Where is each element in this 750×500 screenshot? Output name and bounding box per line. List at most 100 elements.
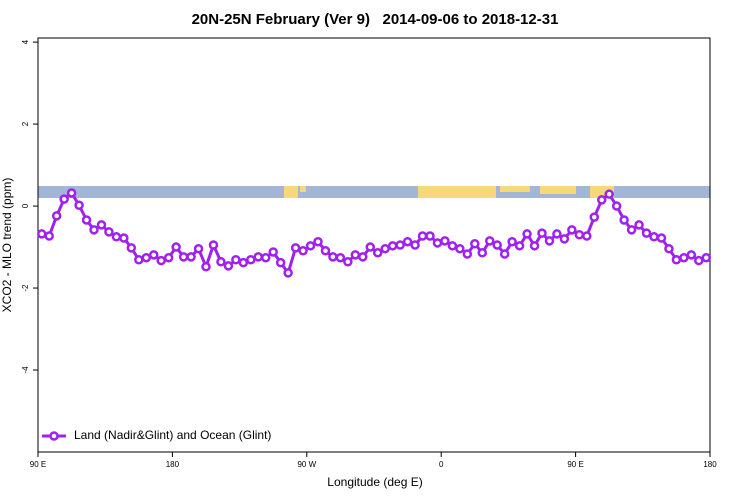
data-point bbox=[178, 252, 189, 262]
y-tick-label: 2 bbox=[21, 121, 30, 126]
data-point bbox=[96, 220, 107, 230]
data-point bbox=[402, 236, 413, 247]
data-point bbox=[395, 240, 405, 250]
data-point bbox=[656, 233, 667, 243]
data-point bbox=[514, 241, 525, 251]
data-point bbox=[417, 231, 428, 241]
data-point bbox=[552, 229, 562, 239]
map-strip bbox=[38, 186, 710, 198]
x-axis-label: Longitude (deg E) bbox=[327, 475, 422, 489]
data-point bbox=[544, 236, 555, 246]
data-point bbox=[66, 188, 77, 198]
data-point bbox=[268, 247, 278, 257]
data-point bbox=[529, 241, 540, 251]
x-tick-label: 0 bbox=[439, 460, 444, 469]
data-point bbox=[320, 245, 331, 256]
data-point bbox=[246, 255, 256, 265]
data-point bbox=[305, 241, 316, 251]
x-tick-label: 180 bbox=[166, 460, 180, 469]
plot-frame bbox=[37, 37, 711, 453]
data-point bbox=[208, 240, 219, 250]
data-point bbox=[634, 220, 644, 230]
legend-marker bbox=[49, 431, 59, 441]
data-point bbox=[372, 248, 383, 258]
data-point bbox=[649, 232, 659, 242]
chart-title: 20N-25N February (Ver 9) 2014-09-06 to 2… bbox=[192, 11, 559, 28]
data-point bbox=[163, 252, 174, 263]
data-point bbox=[335, 252, 346, 263]
y-tick-label: 0 bbox=[21, 203, 30, 208]
data-point bbox=[410, 240, 420, 250]
data-point bbox=[89, 225, 99, 235]
data-point bbox=[44, 231, 54, 241]
data-point bbox=[51, 211, 62, 221]
data-point bbox=[380, 243, 390, 254]
data-point bbox=[343, 257, 353, 267]
data-point bbox=[216, 257, 226, 267]
data-point bbox=[193, 243, 204, 254]
data-point bbox=[432, 238, 443, 248]
data-point bbox=[701, 252, 712, 263]
data-point bbox=[477, 248, 488, 258]
data-point bbox=[589, 212, 600, 222]
data-point bbox=[694, 255, 704, 266]
data-point bbox=[148, 250, 159, 260]
data-point bbox=[455, 243, 465, 254]
data-point bbox=[559, 234, 570, 244]
data-point bbox=[141, 252, 152, 263]
data-point bbox=[156, 255, 166, 266]
data-point bbox=[425, 231, 435, 241]
data-point bbox=[596, 195, 607, 205]
data-point bbox=[358, 252, 368, 262]
data-point bbox=[201, 261, 211, 272]
data-point bbox=[522, 229, 532, 239]
data-point bbox=[686, 250, 697, 260]
data-point bbox=[507, 236, 517, 247]
data-point bbox=[387, 241, 398, 251]
data-point bbox=[275, 257, 286, 268]
data-point bbox=[619, 215, 629, 225]
data-point bbox=[111, 232, 122, 242]
data-point bbox=[81, 215, 92, 225]
data-point bbox=[567, 225, 577, 235]
data-point bbox=[447, 241, 458, 251]
data-point bbox=[186, 252, 196, 262]
data-point bbox=[492, 240, 502, 250]
x-tick-label: 90 W bbox=[297, 460, 316, 469]
data-point bbox=[231, 255, 241, 265]
data-point bbox=[484, 236, 495, 246]
data-point bbox=[119, 233, 129, 243]
data-point bbox=[134, 255, 144, 265]
x-tick-label: 180 bbox=[703, 460, 717, 469]
x-tick-label: 90 E bbox=[30, 460, 46, 469]
data-point bbox=[679, 252, 689, 263]
data-point bbox=[671, 255, 682, 265]
data-point bbox=[462, 249, 473, 259]
data-point bbox=[582, 231, 592, 241]
data-point bbox=[664, 243, 674, 254]
y-tick-label: -2 bbox=[21, 284, 30, 292]
data-point bbox=[104, 227, 114, 237]
data-point bbox=[499, 249, 510, 259]
data-point bbox=[223, 261, 234, 271]
data-point bbox=[126, 243, 137, 253]
data-point bbox=[574, 230, 585, 240]
data-point bbox=[350, 250, 361, 260]
data-point bbox=[537, 228, 547, 238]
y-axis-label: XCO2 - MLO trend (ppm) bbox=[0, 178, 14, 313]
data-point bbox=[171, 242, 181, 252]
data-point bbox=[36, 229, 47, 239]
data-point bbox=[626, 225, 637, 235]
data-point bbox=[604, 189, 614, 199]
data-point bbox=[611, 201, 622, 211]
data-point bbox=[253, 252, 264, 262]
data-point bbox=[283, 268, 293, 278]
legend-label: Land (Nadir&Glint) and Ocean (Glint) bbox=[74, 428, 271, 442]
data-point bbox=[365, 242, 376, 252]
y-tick-label: -4 bbox=[21, 366, 30, 374]
data-point bbox=[470, 239, 480, 249]
data-point bbox=[260, 252, 271, 263]
data-point bbox=[290, 243, 301, 253]
data-point bbox=[641, 228, 652, 238]
data-point bbox=[328, 252, 338, 262]
